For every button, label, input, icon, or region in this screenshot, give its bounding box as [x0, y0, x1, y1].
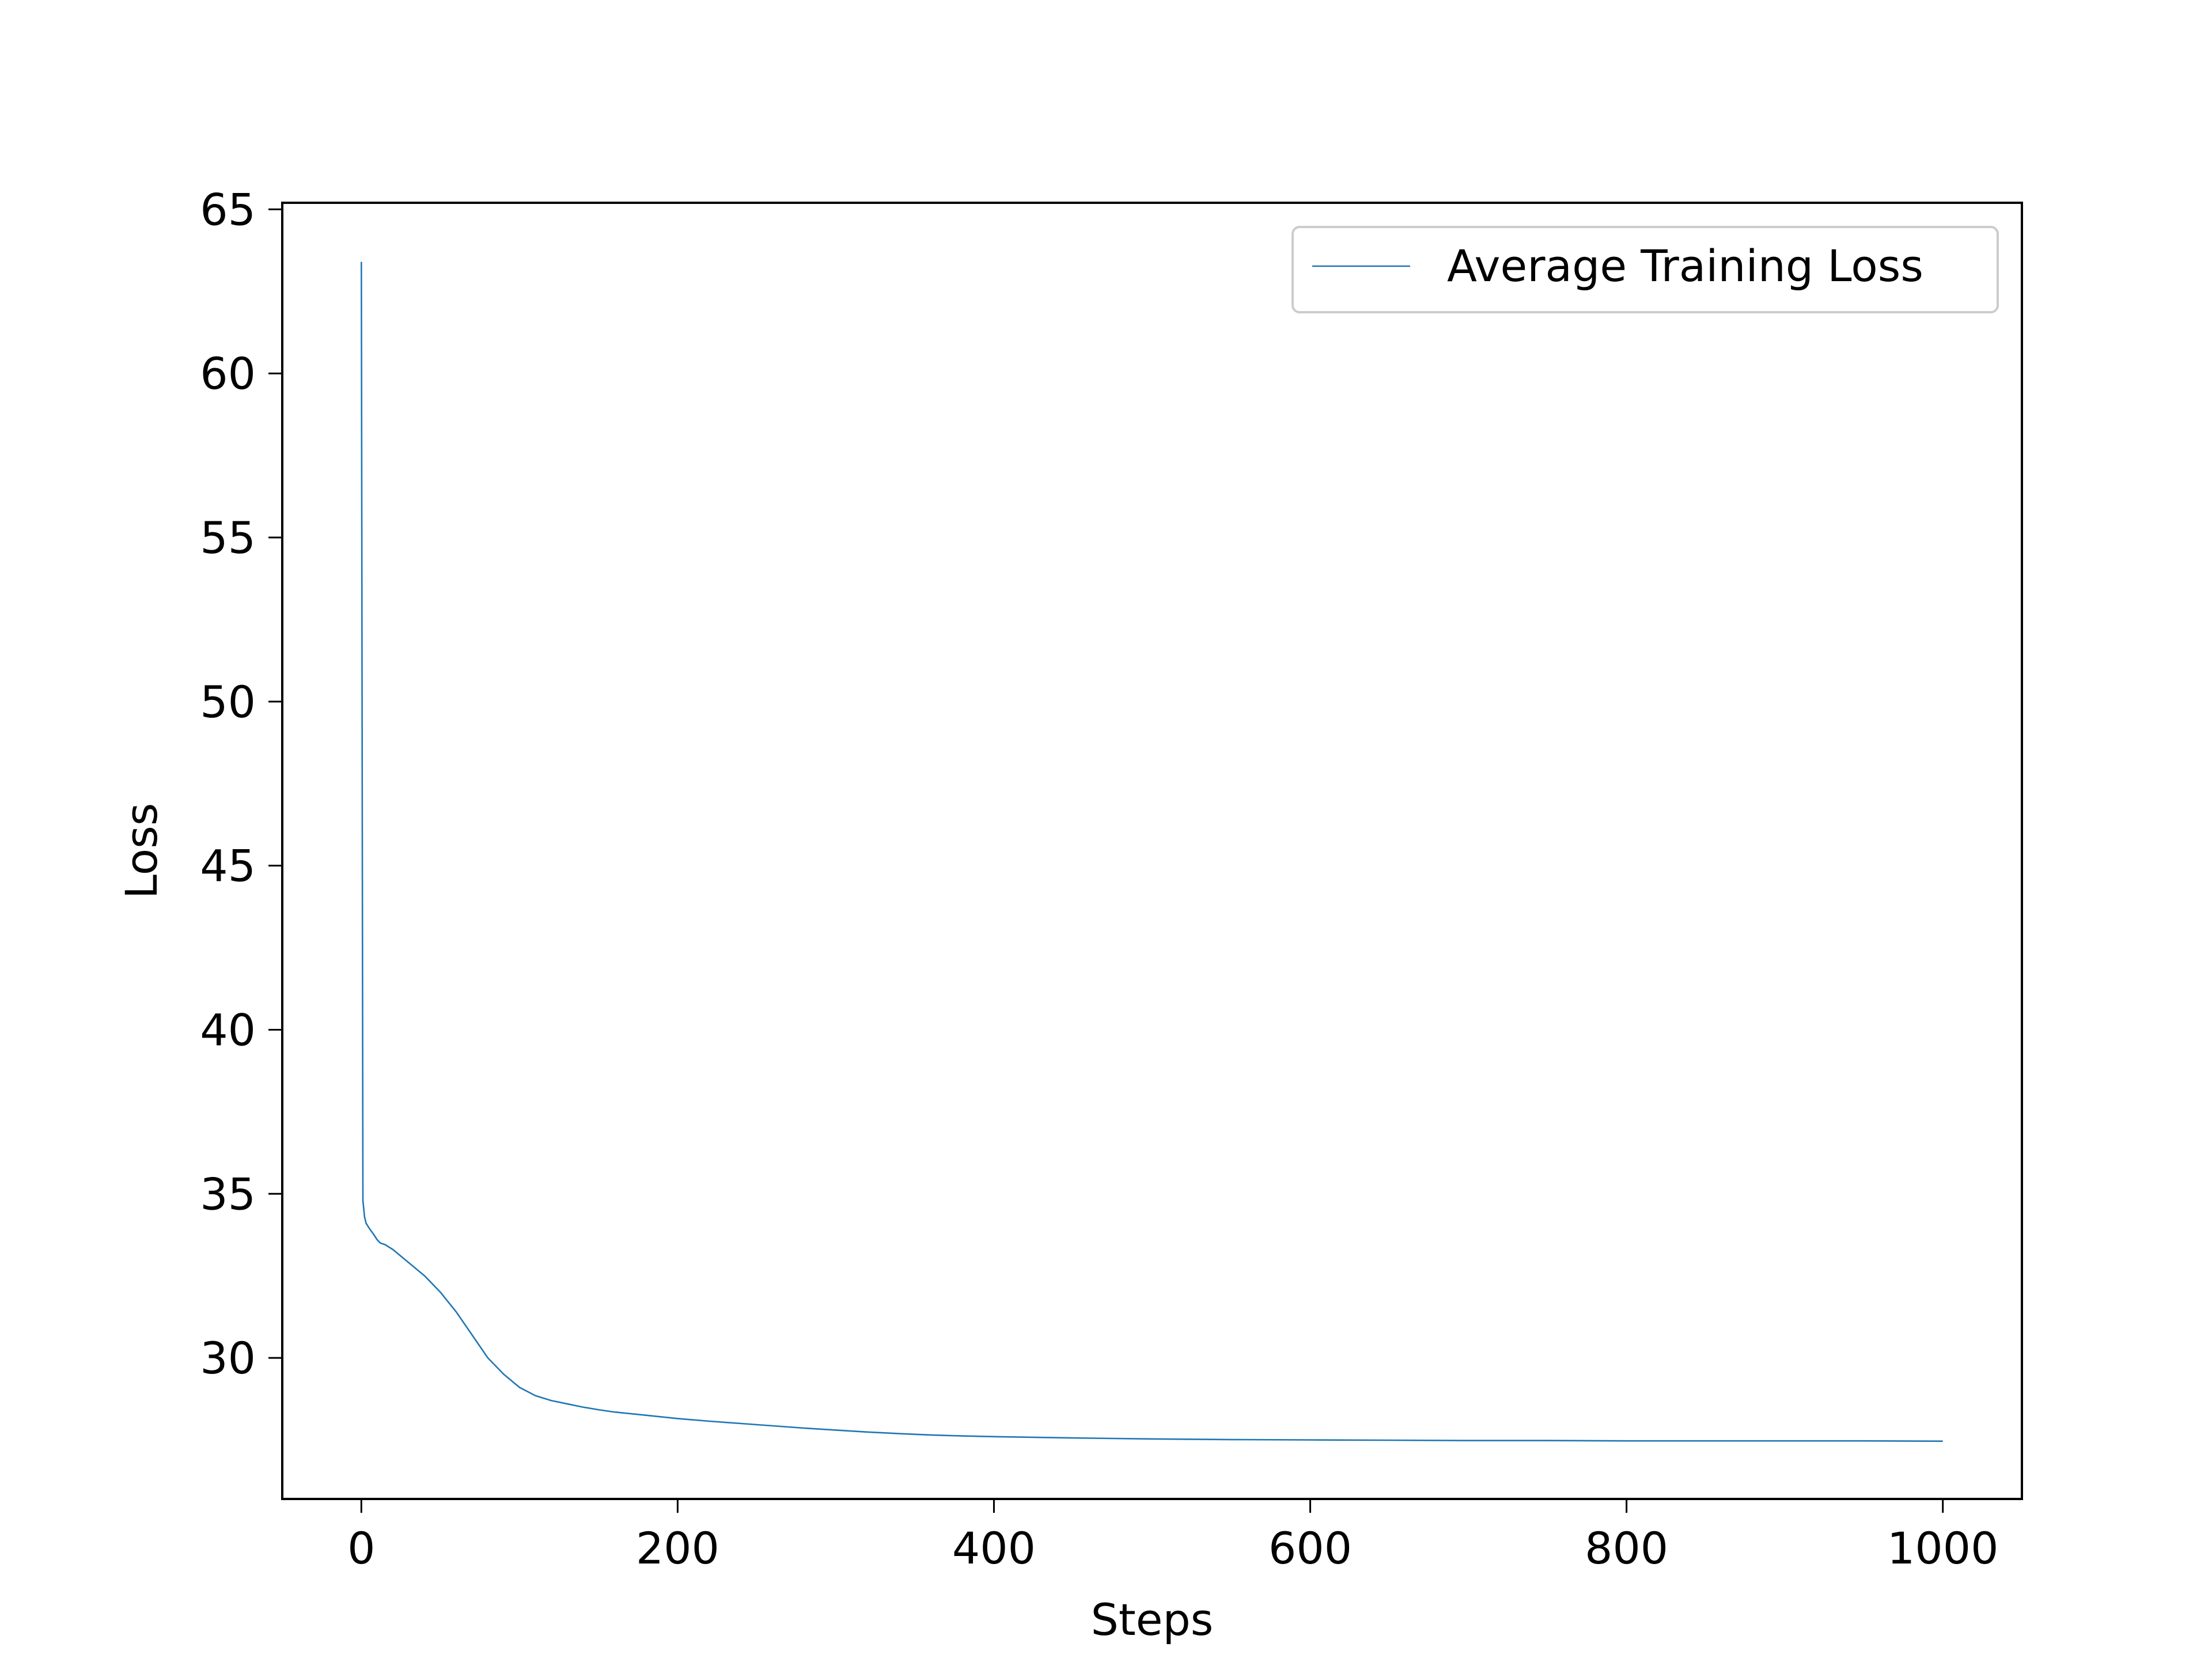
- y-tick-label: 60: [200, 348, 256, 399]
- legend-box: [1291, 226, 1999, 313]
- x-tick-label: 800: [1585, 1523, 1668, 1574]
- y-tick-label: 45: [200, 841, 256, 892]
- x-tick-label: 600: [1268, 1523, 1352, 1574]
- x-tick-label: 1000: [1887, 1523, 1998, 1574]
- y-tick-label: 65: [200, 184, 256, 235]
- x-tick-label: 0: [347, 1523, 375, 1574]
- y-tick-label: 30: [200, 1332, 256, 1384]
- x-tick-label: 200: [636, 1523, 719, 1574]
- series-line-average-training-loss: [360, 262, 1943, 1442]
- x-axis-label: Steps: [1091, 1594, 1214, 1645]
- legend: Average Training Loss: [1291, 226, 1999, 313]
- y-axis-ticks: 30 35 40 45 50 55 60 65: [200, 184, 282, 1384]
- y-tick-label: 40: [200, 1004, 256, 1055]
- y-tick-label: 35: [200, 1168, 256, 1220]
- plot-frame: [281, 202, 2023, 1500]
- x-axis-ticks: 0 200 400 600 800 1000: [347, 1499, 1998, 1574]
- y-tick-label: 55: [200, 512, 256, 563]
- x-tick-label: 400: [952, 1523, 1036, 1574]
- plot-background: [282, 203, 2022, 1499]
- y-tick-label: 50: [200, 676, 256, 728]
- legend-label-average-training-loss: Average Training Loss: [1447, 240, 1923, 291]
- y-axis-label: Loss: [116, 803, 167, 899]
